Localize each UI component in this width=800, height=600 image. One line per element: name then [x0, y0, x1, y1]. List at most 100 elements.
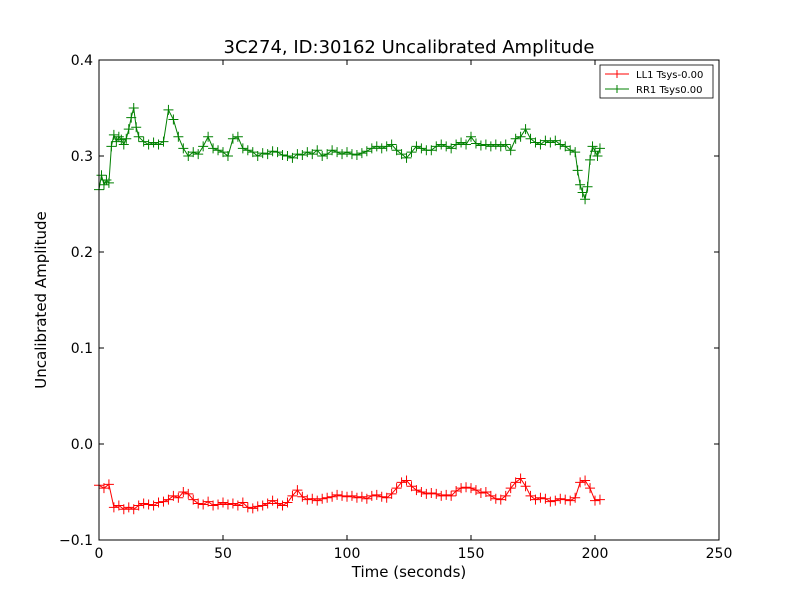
data-point: [426, 487, 437, 498]
data-point: [183, 488, 194, 499]
data-point: [247, 147, 258, 158]
data-point: [96, 170, 107, 181]
data-point: [401, 152, 412, 163]
data-point: [555, 139, 566, 150]
data-point: [570, 147, 581, 158]
data-point: [461, 482, 472, 493]
data-point: [515, 473, 526, 484]
data-point: [103, 479, 114, 490]
data-point: [406, 481, 417, 492]
data-point: [332, 489, 343, 500]
data-point: [128, 504, 139, 515]
data-point: [126, 112, 137, 123]
data-point: [282, 497, 293, 508]
data-point: [451, 139, 462, 150]
data-point: [183, 151, 194, 161]
data-point: [426, 145, 437, 156]
data-point: [317, 151, 328, 161]
data-point: [500, 490, 511, 501]
data-point: [540, 135, 551, 146]
data-point: [366, 143, 377, 154]
data-point: [386, 488, 397, 499]
data-point: [560, 141, 571, 152]
data-point: [594, 494, 605, 505]
legend-label-ll1: LL1 Tsys-0.00: [636, 70, 703, 81]
data-point: [342, 147, 352, 158]
data-point: [577, 187, 588, 198]
data-point: [545, 137, 556, 148]
data-point: [148, 137, 159, 148]
data-point: [158, 136, 169, 147]
data-point: [371, 141, 382, 152]
data-point: [356, 491, 367, 502]
data-point: [113, 500, 124, 511]
data-point: [406, 147, 417, 158]
data-point: [307, 493, 318, 504]
data-point: [366, 490, 377, 501]
data-point: [133, 131, 144, 142]
data-point: [138, 498, 149, 509]
data-point: [168, 490, 179, 501]
data-point: [582, 181, 593, 192]
data-point: [193, 149, 204, 160]
legend-label-rr1: RR1 Tsys0.00: [636, 85, 703, 96]
legend-marker-0: [613, 70, 621, 78]
data-point: [590, 495, 600, 506]
data-point: [386, 139, 397, 150]
data-point: [322, 149, 333, 160]
y-tick-label: 0.4: [71, 53, 93, 69]
data-point: [376, 143, 387, 154]
data-point: [131, 122, 142, 133]
data-point: [416, 143, 427, 154]
data-point: [391, 483, 402, 494]
data-point: [575, 179, 586, 190]
data-point: [163, 104, 174, 115]
data-point: [121, 133, 132, 144]
data-point: [116, 134, 127, 145]
data-point: [118, 504, 129, 515]
data-point: [322, 492, 333, 503]
data-point: [525, 490, 536, 501]
series-0: [94, 473, 605, 515]
data-point: [346, 149, 357, 160]
data-point: [500, 139, 511, 150]
data-point: [178, 143, 189, 154]
data-point: [461, 139, 472, 150]
data-point: [441, 141, 452, 152]
chart-title: 3C274, ID:30162 Uncalibrated Amplitude: [224, 37, 595, 58]
data-point: [178, 487, 189, 497]
data-point: [188, 147, 199, 158]
data-point: [490, 493, 501, 504]
data-point: [580, 475, 591, 486]
data-point: [525, 133, 536, 144]
data-point: [436, 139, 447, 150]
data-point: [103, 177, 114, 188]
data-point: [257, 148, 268, 159]
data-point: [346, 490, 357, 501]
data-point: [332, 147, 343, 158]
data-point: [535, 492, 546, 503]
data-point: [530, 494, 541, 505]
data-point: [222, 499, 233, 510]
data-point: [128, 103, 139, 113]
data-point: [396, 149, 407, 160]
data-point: [153, 497, 164, 508]
data-point: [282, 151, 293, 161]
data-point: [466, 483, 476, 494]
data-point: [108, 502, 119, 513]
data-point: [475, 487, 486, 498]
data-point: [218, 147, 228, 158]
data-point: [227, 133, 238, 144]
data-point: [163, 494, 174, 505]
data-point: [570, 492, 581, 503]
data-point: [505, 145, 516, 156]
data-point: [466, 131, 476, 142]
data-point: [550, 495, 561, 506]
data-point: [572, 165, 583, 176]
data-point: [312, 145, 323, 156]
data-point: [327, 145, 338, 156]
data-point: [247, 503, 258, 514]
y-tick-label: −0.1: [59, 533, 93, 549]
data-point: [456, 483, 467, 494]
data-point: [480, 487, 491, 497]
